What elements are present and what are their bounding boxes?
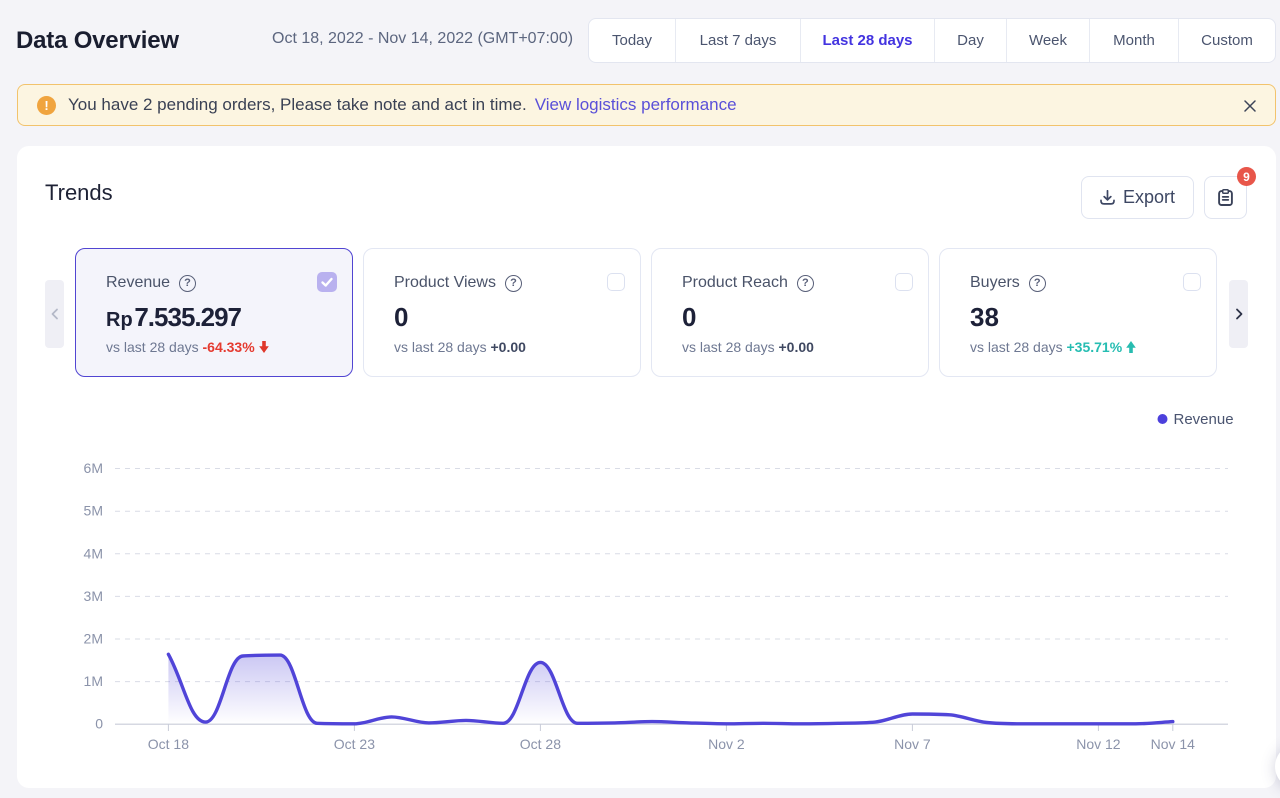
svg-text:Oct 23: Oct 23 — [334, 736, 375, 752]
svg-text:Nov 14: Nov 14 — [1151, 736, 1196, 752]
svg-text:Oct 28: Oct 28 — [520, 736, 561, 752]
svg-text:Nov 2: Nov 2 — [708, 736, 745, 752]
svg-text:Revenue: Revenue — [1174, 411, 1234, 428]
svg-text:4M: 4M — [84, 545, 103, 561]
svg-text:Oct 18: Oct 18 — [148, 736, 189, 752]
svg-text:1M: 1M — [84, 673, 103, 689]
svg-text:5M: 5M — [84, 503, 103, 519]
svg-text:Nov 7: Nov 7 — [894, 736, 931, 752]
svg-text:0: 0 — [95, 716, 103, 732]
svg-text:Nov 12: Nov 12 — [1076, 736, 1121, 752]
svg-text:2M: 2M — [84, 631, 103, 647]
svg-text:3M: 3M — [84, 588, 103, 604]
svg-text:6M: 6M — [84, 460, 103, 476]
